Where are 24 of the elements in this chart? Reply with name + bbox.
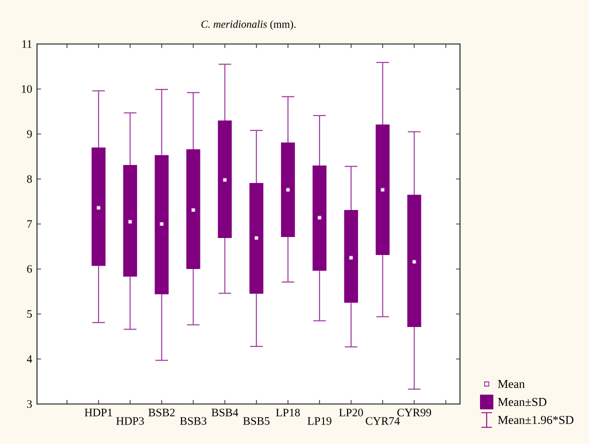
- y-tick-label: 8: [27, 175, 32, 183]
- x-tick-label: HDP3: [116, 417, 144, 425]
- y-tick-label: 9: [26, 130, 32, 138]
- y-tick-label: 11: [22, 40, 32, 48]
- text: Mean: [498, 380, 525, 388]
- x-tick-label: LP20: [339, 408, 363, 416]
- y-tick-label: 6: [27, 265, 32, 273]
- y-tick-label: 10: [22, 85, 32, 93]
- x-tick-label: CYR74: [366, 417, 400, 425]
- text: Mean±SD: [498, 398, 546, 406]
- x-tick-label: HDP1: [84, 408, 112, 416]
- x-tick-label: BSB2: [148, 408, 175, 416]
- x-tick-label: BSB3: [180, 417, 206, 425]
- y-tick-label: 7: [27, 220, 32, 228]
- x-tick-label: LP18: [276, 408, 300, 416]
- x-tick-label: BSB4: [212, 408, 238, 416]
- y-tick-label: 5: [27, 310, 32, 318]
- x-tick-label: LP19: [308, 417, 332, 425]
- y-tick-label: 3: [27, 400, 32, 408]
- chart-title: C. meridionalis (mm).: [201, 20, 296, 30]
- y-tick-label: 4: [26, 355, 32, 363]
- x-tick-label: BSB5: [243, 417, 270, 425]
- text: Mean±1.96*SD: [498, 416, 574, 424]
- x-tick-label: CYR99: [397, 408, 432, 416]
